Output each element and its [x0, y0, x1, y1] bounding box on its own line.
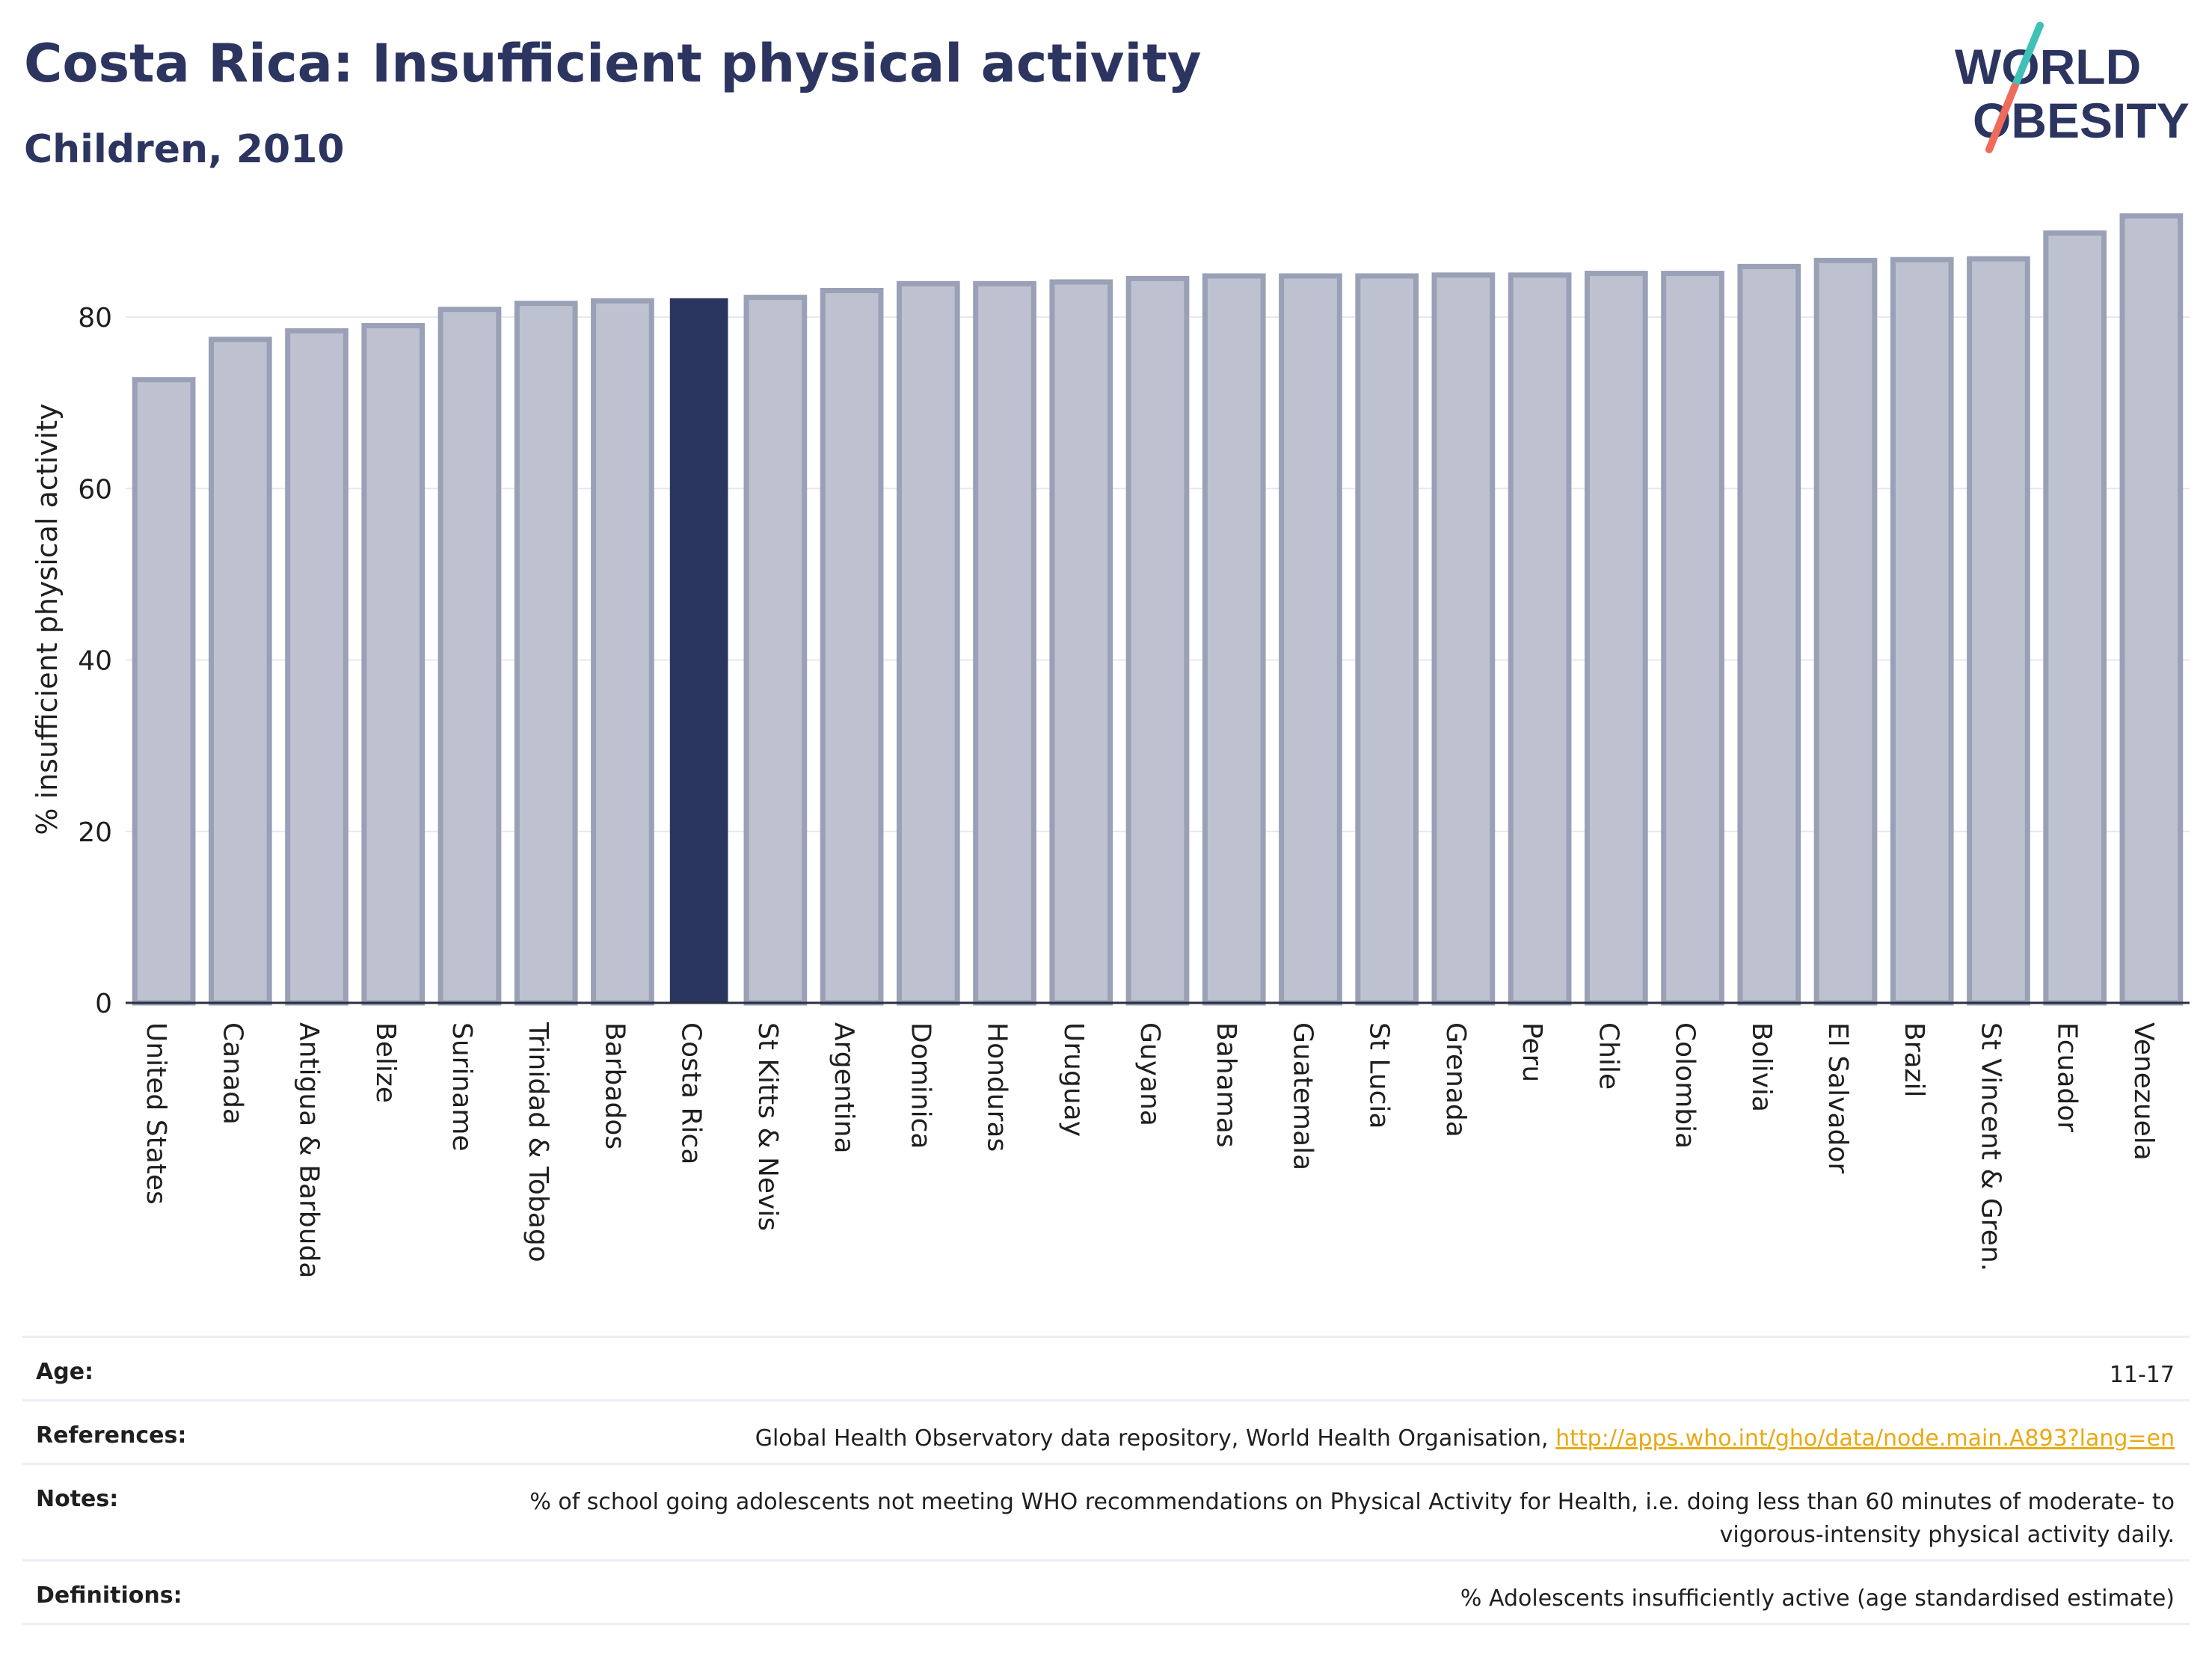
chart-subtitle: Children, 2010 — [24, 127, 345, 172]
x-tick-label: Grenada — [1440, 1022, 1471, 1137]
logo-line-world: WORLD — [1955, 39, 2141, 94]
x-tick-label: Bahamas — [1211, 1022, 1241, 1148]
x-tick-label: Uruguay — [1058, 1022, 1089, 1137]
references-link[interactable]: http://apps.who.int/gho/data/node.main.A… — [1555, 1425, 2175, 1452]
x-tick-label: Trinidad & Tobago — [523, 1022, 553, 1262]
x-tick-label: St Kitts & Nevis — [752, 1022, 783, 1231]
y-tick-label: 20 — [78, 817, 112, 848]
y-tick-label: 80 — [78, 303, 112, 334]
bar-grenada — [1431, 272, 1496, 1006]
x-tick-label: Peru — [1517, 1022, 1547, 1082]
logo-slash-red — [1985, 83, 2018, 153]
references-label: References: — [36, 1422, 187, 1449]
bar-peru — [1508, 272, 1572, 1006]
age-value: 11-17 — [2109, 1362, 2175, 1388]
bar-chart: 0 20 40 60 80 United States Canada Antigua & B… — [31, 213, 2190, 1278]
bar-colombia — [1661, 271, 1724, 1006]
bar-brazil — [1890, 257, 1954, 1006]
bar-guyana — [1125, 275, 1190, 1006]
y-tick-label: 0 — [95, 989, 112, 1019]
x-tick-label: Brazil — [1899, 1022, 1929, 1097]
meta-row-age: Age: 11-17 — [22, 1336, 2190, 1399]
bar-barbados — [591, 298, 654, 1006]
y-tick-label: 60 — [78, 474, 112, 505]
x-tick-label: Costa Rica — [676, 1022, 707, 1164]
y-axis-label: % insufficient physical activity — [31, 403, 64, 835]
x-tick-label: Bolivia — [1746, 1022, 1777, 1112]
meta-row-notes: Notes: % of school going adolescents not… — [22, 1463, 2190, 1559]
bar-suriname — [437, 307, 502, 1006]
y-tick-label: 40 — [78, 646, 112, 677]
x-tick-labels: United States Canada Antigua & Barbuda Beli… — [141, 1022, 2159, 1278]
x-tick-label: Argentina — [829, 1022, 859, 1154]
logo-slash-teal — [2011, 22, 2044, 90]
x-tick-label: Dominica — [905, 1022, 936, 1149]
bar-bolivia — [1737, 263, 1801, 1006]
x-tick-label: Guyana — [1134, 1022, 1165, 1126]
x-tick-label: United States — [141, 1022, 171, 1205]
notes-value: % of school going adolescents not meetin… — [529, 1489, 2175, 1548]
age-label: Age: — [36, 1359, 94, 1385]
x-tick-label: St Lucia — [1364, 1022, 1395, 1129]
x-tick-label: Chile — [1593, 1022, 1623, 1090]
x-tick-label: Antigua & Barbuda — [294, 1022, 325, 1278]
bar-st-vincent-gren — [1967, 256, 2030, 1006]
bars-layer — [132, 213, 2184, 1006]
definitions-value: % Adolescents insufficiently active (age… — [1460, 1585, 2175, 1612]
metadata-table: Age: 11-17 References: Global Health Obs… — [22, 1336, 2190, 1625]
definitions-label: Definitions: — [36, 1582, 182, 1609]
bar-costa-rica — [669, 298, 728, 1003]
meta-row-definitions: Definitions: % Adolescents insufficientl… — [22, 1559, 2190, 1625]
bar-el-salvador — [1813, 257, 1878, 1006]
bar-st-kitts-nevis — [743, 295, 808, 1006]
x-tick-label: El Salvador — [1822, 1022, 1853, 1173]
notes-label: Notes: — [36, 1486, 119, 1512]
x-tick-label: Suriname — [446, 1022, 477, 1152]
bar-argentina — [820, 287, 884, 1006]
x-tick-label: Venezuela — [2128, 1022, 2159, 1161]
x-tick-label: Barbados — [599, 1022, 630, 1149]
x-tick-label: Ecuador — [2052, 1022, 2083, 1132]
references-value: Global Health Observatory data repositor… — [755, 1422, 2175, 1455]
bar-uruguay — [1049, 279, 1113, 1006]
bar-canada — [208, 337, 272, 1006]
meta-row-references: References: Global Health Observatory da… — [22, 1399, 2190, 1463]
x-tick-label: Colombia — [1670, 1022, 1701, 1149]
x-tick-label: Guatemala — [1287, 1022, 1318, 1170]
y-tick-labels: 0 20 40 60 80 — [78, 303, 112, 1019]
bar-st-lucia — [1355, 273, 1419, 1006]
x-tick-label: Canada — [217, 1022, 248, 1125]
bar-ecuador — [2043, 230, 2107, 1006]
references-text: Global Health Observatory data repositor… — [755, 1425, 1549, 1452]
bar-antigua-barbuda — [285, 328, 348, 1006]
bar-bahamas — [1202, 273, 1266, 1006]
x-tick-label: Honduras — [982, 1022, 1013, 1152]
bar-chile — [1584, 271, 1648, 1006]
bar-belize — [361, 322, 425, 1006]
world-obesity-logo: WORLD OBESITY — [1955, 22, 2190, 153]
bar-dominica — [896, 280, 960, 1006]
x-tick-label: St Vincent & Gren. — [1975, 1022, 2006, 1271]
bar-venezuela — [2119, 213, 2184, 1006]
bar-trinidad-tobago — [514, 301, 578, 1006]
x-tick-label: Belize — [370, 1022, 401, 1103]
bar-united-states — [132, 377, 196, 1006]
bar-guatemala — [1279, 273, 1342, 1006]
bar-honduras — [973, 280, 1036, 1006]
chart-title: Costa Rica: Insufficient physical activi… — [24, 33, 1202, 94]
